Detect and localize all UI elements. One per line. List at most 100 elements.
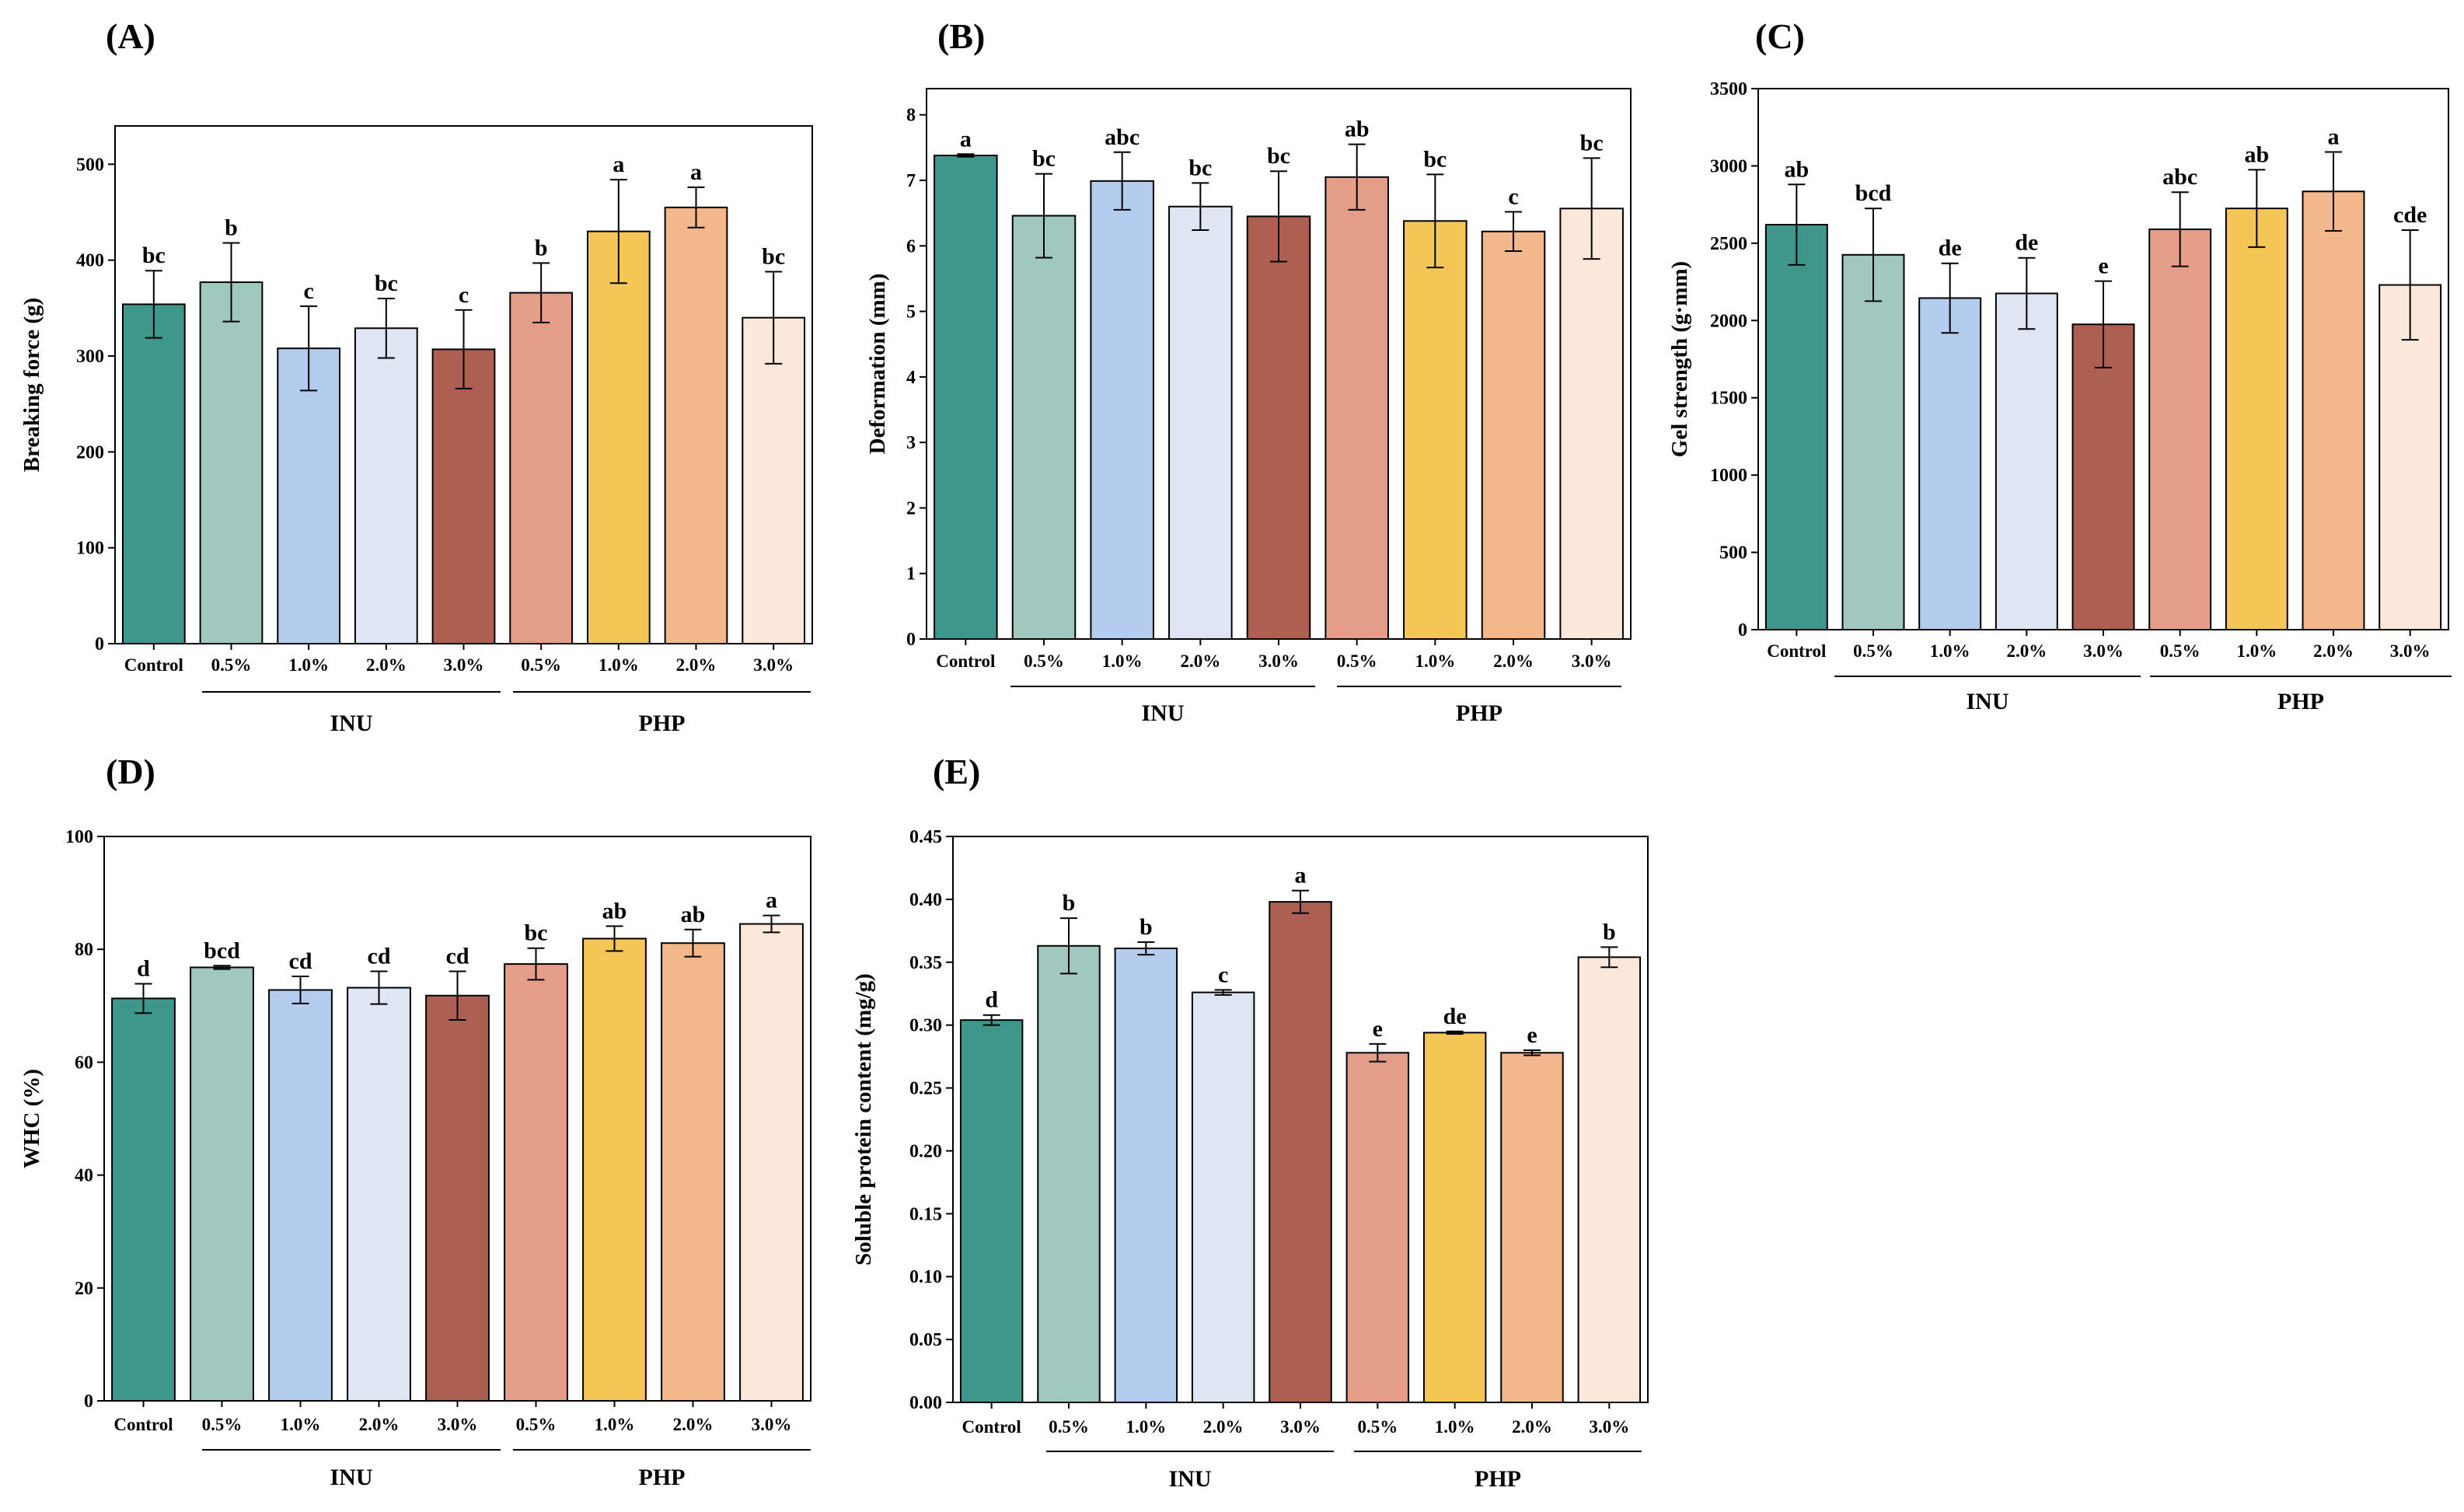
y-axis-label: Breaking force (g) bbox=[19, 298, 44, 472]
bar-2 bbox=[1841, 253, 1905, 630]
significance-letter: b bbox=[1603, 919, 1616, 945]
category-label: 3.0% bbox=[2390, 641, 2431, 661]
bar-2 bbox=[1037, 945, 1101, 1404]
significance-letter: a bbox=[613, 152, 624, 177]
bar-3 bbox=[277, 347, 341, 644]
y-tick-label: 0.25 bbox=[909, 1079, 942, 1099]
significance-letter: b bbox=[535, 235, 548, 260]
significance-letter: de bbox=[2015, 230, 2038, 256]
bar-7 bbox=[1422, 1032, 1487, 1403]
y-tick-label: 60 bbox=[75, 1053, 93, 1073]
category-label: 1.0% bbox=[595, 1415, 635, 1434]
significance-letter: b bbox=[1140, 914, 1153, 940]
significance-letter: bc bbox=[1032, 146, 1056, 172]
y-tick-label: 6 bbox=[906, 236, 916, 257]
y-tick-label: 5 bbox=[906, 302, 916, 323]
y-tick-label: 8 bbox=[906, 106, 916, 126]
y-tick-label: 0.20 bbox=[909, 1141, 942, 1161]
significance-letter: bcd bbox=[1855, 180, 1892, 206]
y-tick-label: 3500 bbox=[1710, 79, 1747, 100]
bar-5 bbox=[1246, 215, 1311, 641]
y-tick-label: 0.10 bbox=[909, 1267, 942, 1287]
group-label-inu: INU bbox=[1141, 700, 1184, 726]
y-tick-label: 20 bbox=[75, 1279, 93, 1299]
y-tick-label: 2500 bbox=[1710, 234, 1747, 254]
y-tick-label: 500 bbox=[76, 155, 104, 175]
category-label: 1.0% bbox=[2236, 641, 2277, 661]
category-label: 2.0% bbox=[1180, 651, 1220, 671]
y-tick-label: 0 bbox=[95, 634, 104, 655]
y-tick-label: 0.30 bbox=[909, 1016, 942, 1036]
y-tick-label: 100 bbox=[76, 539, 104, 559]
bar-9 bbox=[739, 923, 804, 1402]
bar-8 bbox=[661, 942, 725, 1402]
significance-letter: a bbox=[2328, 124, 2340, 150]
group-label-php: PHP bbox=[1475, 1466, 1521, 1492]
category-label: 3.0% bbox=[438, 1415, 478, 1434]
group-label-php: PHP bbox=[639, 1465, 686, 1490]
category-label: 3.0% bbox=[1258, 651, 1299, 671]
significance-letter: ab bbox=[1784, 156, 1809, 182]
significance-letter: ab bbox=[1345, 117, 1370, 142]
category-label: 2.0% bbox=[366, 655, 407, 675]
significance-letter: cd bbox=[446, 944, 469, 969]
y-tick-label: 100 bbox=[65, 827, 93, 847]
category-label: 1.0% bbox=[1126, 1417, 1166, 1437]
group-label-php: PHP bbox=[1456, 700, 1502, 726]
chart-panel-d: 0 20 40 60 80 100 d Control bcd 0.5% cd 1.0% cd 2.0% c… bbox=[19, 827, 811, 1490]
y-tick-label: 1000 bbox=[1710, 466, 1747, 486]
bar-1 bbox=[111, 997, 176, 1402]
y-tick-label: 0.00 bbox=[909, 1393, 942, 1413]
significance-letter: de bbox=[1939, 236, 1962, 261]
bar-9 bbox=[742, 316, 806, 644]
category-label: 2.0% bbox=[676, 655, 717, 675]
chart-panel-c: 0 500 1000 1500 2000 2500 3000 3500 ab Control bcd… bbox=[1667, 79, 2452, 714]
bar-5 bbox=[431, 348, 496, 644]
group-label-inu: INU bbox=[1168, 1466, 1211, 1492]
significance-letter: cde bbox=[2393, 202, 2427, 228]
y-tick-label: 200 bbox=[76, 442, 104, 463]
significance-letter: cd bbox=[289, 948, 312, 974]
bar-6 bbox=[1324, 176, 1389, 641]
y-axis-label: WHC (%) bbox=[19, 1069, 44, 1168]
significance-letter: ab bbox=[602, 898, 627, 924]
category-label: 0.5% bbox=[516, 1415, 557, 1434]
significance-letter: c bbox=[1508, 183, 1518, 209]
significance-letter: bc bbox=[375, 271, 398, 296]
y-tick-label: 0.15 bbox=[909, 1204, 942, 1224]
significance-letter: bc bbox=[142, 243, 166, 268]
significance-letter: c bbox=[304, 278, 314, 304]
category-label: 1.0% bbox=[1102, 651, 1143, 671]
category-label: 0.5% bbox=[1024, 651, 1064, 671]
significance-letter: bc bbox=[1267, 143, 1290, 169]
bar-7 bbox=[586, 230, 651, 644]
y-tick-label: 0 bbox=[1738, 620, 1747, 641]
y-tick-label: 0.40 bbox=[909, 890, 942, 910]
category-label: 2.0% bbox=[2313, 641, 2354, 661]
y-tick-label: 300 bbox=[76, 347, 104, 367]
y-tick-label: 40 bbox=[75, 1166, 93, 1186]
chart-panel-e: 0.00 0.05 0.10 0.15 0.20 0.25 0.30 0.35 0.40 0.45… bbox=[851, 827, 1649, 1492]
significance-letter: d bbox=[137, 955, 150, 981]
group-label-inu: INU bbox=[1966, 689, 2009, 714]
bar-6 bbox=[509, 292, 574, 644]
category-label: 3.0% bbox=[1572, 651, 1612, 671]
y-tick-label: 400 bbox=[76, 251, 104, 271]
significance-letter: c bbox=[1218, 962, 1228, 987]
category-label: 1.0% bbox=[281, 1415, 321, 1434]
y-axis-label: Soluble protein content (mg/g) bbox=[851, 973, 876, 1266]
bar-9 bbox=[1559, 208, 1624, 640]
y-tick-label: 80 bbox=[75, 940, 93, 960]
significance-letter: ab bbox=[2244, 141, 2269, 167]
category-label: 2.0% bbox=[2006, 641, 2047, 661]
category-label: 0.5% bbox=[2160, 641, 2200, 661]
significance-letter: ab bbox=[681, 902, 706, 927]
bar-1 bbox=[959, 1019, 1024, 1403]
significance-letter: e bbox=[1373, 1016, 1383, 1042]
y-tick-label: 4 bbox=[906, 368, 916, 388]
category-label: 3.0% bbox=[753, 655, 794, 675]
category-label: 0.5% bbox=[1337, 651, 1377, 671]
y-tick-label: 1500 bbox=[1710, 389, 1747, 409]
significance-letter: bc bbox=[1423, 146, 1447, 172]
y-tick-label: 0.05 bbox=[909, 1330, 942, 1350]
